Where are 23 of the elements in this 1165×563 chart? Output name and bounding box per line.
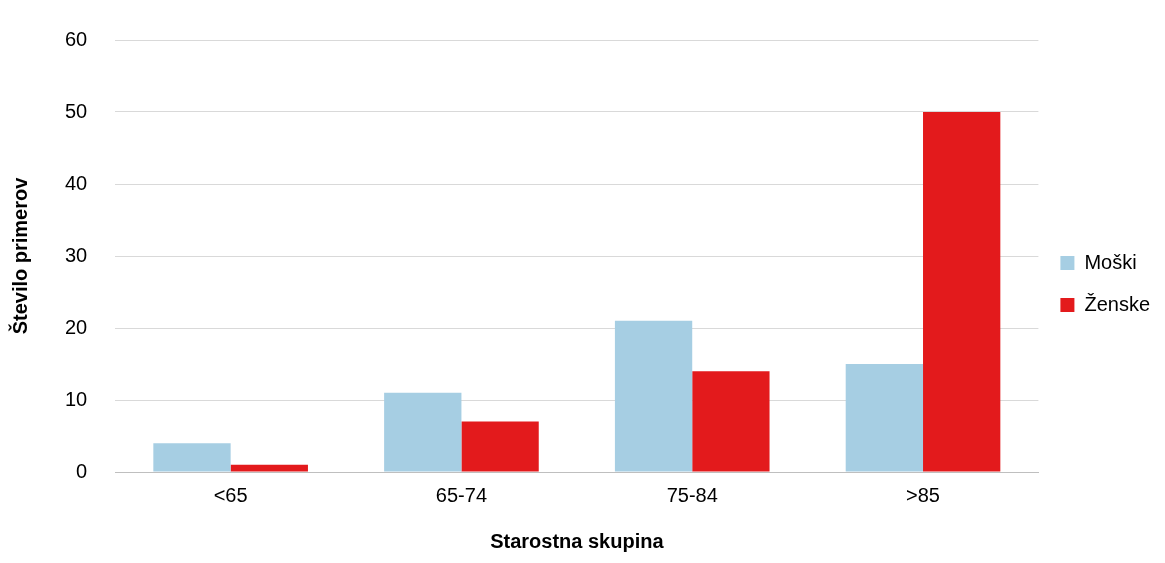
y-tick-label: 40 <box>65 171 88 194</box>
y-tick-label: 50 <box>65 99 88 122</box>
legend-label: Ženske <box>1084 292 1151 315</box>
x-tick-label: 65-74 <box>435 483 488 506</box>
bar <box>384 392 462 472</box>
bar <box>614 320 693 472</box>
bar <box>692 371 770 472</box>
y-tick-label: 30 <box>65 243 88 266</box>
y-axis-title: Število primerov <box>7 176 31 335</box>
bar <box>230 464 308 472</box>
bar <box>845 364 924 472</box>
bar <box>153 443 231 472</box>
x-tick-label: 75-84 <box>666 483 718 506</box>
y-tick-label: 0 <box>76 459 88 482</box>
bar <box>461 421 539 472</box>
legend-label: Moški <box>1084 250 1137 273</box>
y-tick-label: 20 <box>65 315 88 338</box>
x-tick-label: <65 <box>213 483 248 506</box>
x-axis-title: Starostna skupina <box>490 529 665 552</box>
bar <box>923 112 1001 472</box>
x-tick-label: >85 <box>906 483 940 506</box>
y-tick-label: 60 <box>65 27 88 50</box>
y-tick-label: 10 <box>65 387 88 410</box>
